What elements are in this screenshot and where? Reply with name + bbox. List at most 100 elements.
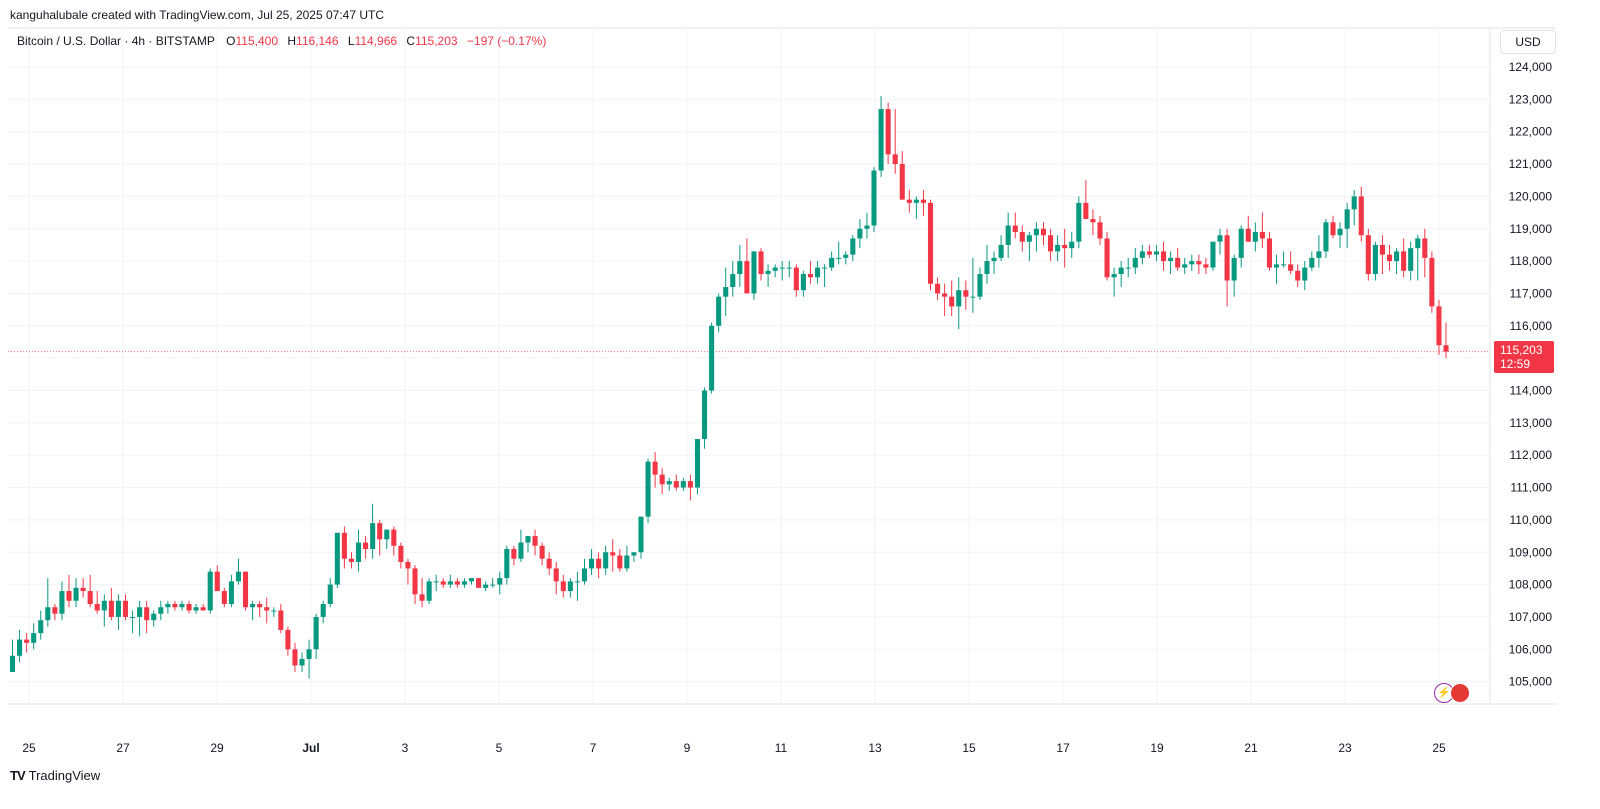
candle-body	[490, 584, 496, 586]
candle-body	[1309, 257, 1315, 268]
candle-body	[927, 202, 934, 284]
candle-body	[242, 571, 249, 608]
candle-body	[1415, 238, 1421, 249]
candle-body	[1394, 251, 1400, 262]
candle-body	[1323, 222, 1329, 252]
candle-body	[179, 604, 185, 608]
candle-body	[292, 649, 298, 666]
candle-body	[250, 604, 256, 608]
y-tick-label: 105,000	[1509, 675, 1553, 689]
y-tick-label: 116,000	[1510, 319, 1553, 333]
candle-body	[525, 536, 531, 543]
candle-body	[1104, 238, 1110, 278]
candle-body	[687, 481, 693, 488]
currency-selector[interactable]: USD	[1500, 30, 1556, 54]
candle-body	[440, 581, 446, 585]
candle-body	[1146, 251, 1152, 255]
candle-body	[497, 578, 503, 585]
candle-body	[793, 267, 799, 291]
candle-body	[560, 581, 566, 592]
y-tick-label: 120,000	[1509, 189, 1553, 203]
candle-body	[1097, 222, 1103, 239]
candle-body	[1288, 264, 1294, 271]
candle-body	[405, 561, 411, 569]
y-tick-label: 118,000	[1510, 254, 1553, 268]
candle-body	[709, 325, 715, 391]
candle-body	[1252, 231, 1258, 242]
floating-widgets[interactable]: ⚡	[1434, 683, 1470, 703]
brand-name: TradingView	[28, 768, 101, 783]
candle-body	[1160, 251, 1167, 262]
y-tick-label: 119,000	[1510, 222, 1553, 236]
candle-body	[807, 274, 814, 278]
candle-body	[574, 581, 580, 583]
candle-body	[1132, 257, 1138, 268]
candle-body	[1429, 257, 1435, 307]
candle-body	[313, 616, 319, 650]
candle-body	[1422, 238, 1428, 258]
candle-body	[511, 549, 517, 559]
candle-body	[348, 558, 354, 562]
candle-body	[214, 571, 220, 592]
candle-body	[885, 109, 891, 155]
candle-body	[101, 600, 107, 611]
candle-body	[701, 390, 708, 440]
candle-body	[1196, 261, 1202, 265]
candle-body	[59, 591, 65, 614]
candle-body	[1153, 251, 1160, 255]
candle-body	[814, 267, 821, 278]
tradingview-logo-icon: TV	[10, 768, 26, 783]
candle-body	[257, 604, 263, 608]
candle-body	[172, 604, 178, 608]
y-tick-label: 122,000	[1509, 125, 1553, 139]
candle-body	[285, 629, 291, 650]
flag-icon[interactable]	[1450, 683, 1470, 703]
candle-body	[956, 290, 962, 307]
candle-body	[730, 274, 736, 287]
sparkle-icon[interactable]: ⚡	[1434, 683, 1454, 703]
candle-body	[1281, 264, 1287, 266]
y-tick-label: 123,000	[1509, 92, 1553, 106]
candle-body	[998, 244, 1004, 258]
candle-body	[235, 571, 242, 582]
candle-body	[137, 607, 143, 617]
close-value: 115,203	[415, 34, 458, 48]
candle-body	[391, 529, 397, 546]
x-tick-label: 19	[1150, 741, 1164, 755]
y-tick-label: 108,000	[1509, 578, 1553, 592]
candle-body	[1436, 306, 1442, 346]
candle-body	[680, 481, 686, 488]
x-tick-label: 23	[1338, 741, 1352, 755]
candle-body	[1125, 267, 1131, 269]
author-line: kanguhalubale created with TradingView.c…	[10, 8, 385, 22]
y-tick-label: 117,000	[1510, 286, 1553, 300]
candle-body	[553, 568, 559, 582]
candle-body	[638, 516, 644, 553]
candle-body	[737, 261, 743, 275]
candle-body	[532, 536, 538, 546]
candle-body	[899, 164, 905, 200]
candle-body	[963, 290, 969, 297]
tradingview-brand[interactable]: TV TradingView	[10, 768, 100, 783]
candle-body	[1295, 270, 1301, 281]
candle-body	[843, 254, 849, 258]
candle-body	[822, 267, 828, 269]
candle-body	[1005, 225, 1011, 245]
candle-body	[221, 591, 227, 605]
candle-body	[327, 584, 333, 605]
symbol-title[interactable]: Bitcoin / U.S. Dollar · 4h · BITSTAMP	[17, 34, 215, 48]
candle-body	[1408, 248, 1414, 271]
candle-body	[935, 283, 941, 294]
candle-body	[1224, 235, 1230, 281]
candle-body	[306, 649, 312, 660]
candle-body	[80, 587, 86, 592]
candle-body	[871, 170, 877, 226]
candle-body	[857, 228, 863, 239]
candle-body	[659, 474, 665, 485]
candle-body	[1372, 244, 1378, 275]
candle-body	[589, 558, 595, 569]
candle-body	[1302, 267, 1308, 281]
x-tick-label: 25	[22, 741, 36, 755]
candle-body	[66, 591, 72, 601]
